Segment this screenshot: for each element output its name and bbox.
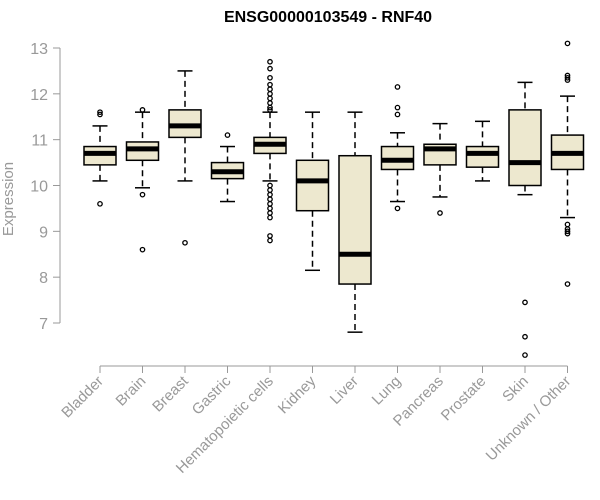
- box-gastric: [210, 132, 245, 203]
- outlier-point: [97, 111, 103, 118]
- outlier-point: [267, 74, 273, 81]
- outlier-point: [267, 182, 273, 189]
- box-kidney: [295, 111, 330, 272]
- outlier-point: [267, 200, 273, 207]
- x-tick-label: Bladder: [58, 373, 107, 422]
- outlier-point: [139, 191, 146, 198]
- x-tick-label: Liver: [327, 373, 362, 408]
- box-brain: [125, 107, 160, 253]
- box-unknown-other: [550, 40, 585, 287]
- outlier-point: [139, 246, 146, 253]
- y-tick-label: 7: [39, 316, 48, 333]
- outlier-point: [564, 228, 571, 235]
- outlier-point: [564, 74, 571, 81]
- outlier-point: [267, 233, 273, 239]
- outlier-point: [394, 205, 401, 212]
- y-axis: 7 8 9 10 11 12 13: [30, 41, 61, 333]
- outlier-point: [267, 210, 273, 216]
- chart-title: ENSG00000103549 - RNF40: [224, 9, 432, 26]
- boxes: [83, 40, 585, 358]
- outlier-point: [267, 86, 273, 93]
- y-tick-label: 13: [30, 41, 48, 58]
- outlier-point: [97, 200, 103, 207]
- outlier-point: [522, 333, 528, 340]
- outlier-point: [182, 239, 188, 246]
- outlier-point: [522, 352, 528, 358]
- outlier-point: [267, 187, 273, 193]
- outlier-point: [394, 104, 401, 111]
- outlier-point: [564, 221, 571, 228]
- outlier-point: [267, 65, 273, 72]
- outlier-point: [394, 84, 401, 90]
- box-hematopoietic-cells: [253, 58, 287, 244]
- outlier-point: [437, 210, 443, 216]
- x-tick-label: Skin: [499, 373, 532, 406]
- iqr-box: [508, 109, 542, 187]
- outlier-point: [267, 58, 273, 65]
- outlier-point: [267, 100, 273, 106]
- y-tick-label: 10: [30, 179, 48, 196]
- outlier-point: [267, 205, 273, 212]
- outlier-point: [267, 90, 273, 97]
- iqr-box: [465, 145, 500, 168]
- outlier-point: [564, 281, 571, 287]
- x-tick-label: Breast: [149, 372, 192, 415]
- x-tick-label: Lung: [369, 373, 405, 409]
- box-skin: [508, 81, 542, 358]
- x-tick-label: Brain: [113, 373, 150, 410]
- outlier-point: [564, 40, 571, 47]
- iqr-box: [338, 154, 372, 285]
- y-tick-label: 12: [30, 87, 48, 104]
- box-bladder: [83, 109, 117, 207]
- outlier-point: [267, 237, 273, 244]
- box-pancreas: [423, 122, 457, 216]
- box-prostate: [465, 120, 500, 182]
- outlier-point: [267, 81, 273, 88]
- y-tick-label: 8: [39, 270, 48, 287]
- outlier-point: [267, 104, 273, 111]
- outlier-point: [224, 132, 231, 138]
- y-axis-label: Expression: [0, 162, 17, 236]
- outlier-point: [267, 214, 273, 221]
- outlier-point: [522, 299, 528, 306]
- box-breast: [168, 70, 202, 246]
- outlier-point: [267, 196, 273, 203]
- outlier-point: [267, 191, 273, 198]
- outlier-point: [267, 107, 273, 113]
- outlier-point: [267, 95, 273, 102]
- box-lung: [380, 84, 415, 212]
- outlier-point: [564, 230, 571, 237]
- outlier-point: [97, 109, 103, 116]
- iqr-box: [295, 159, 330, 212]
- y-tick-label: 9: [39, 224, 48, 241]
- outlier-point: [564, 77, 571, 83]
- x-tick-label: Kidney: [275, 372, 320, 417]
- outlier-point: [394, 111, 401, 118]
- outlier-point: [139, 107, 146, 113]
- x-tick-label: Prostate: [438, 373, 490, 425]
- y-tick-label: 11: [31, 133, 48, 150]
- box-liver: [338, 111, 372, 333]
